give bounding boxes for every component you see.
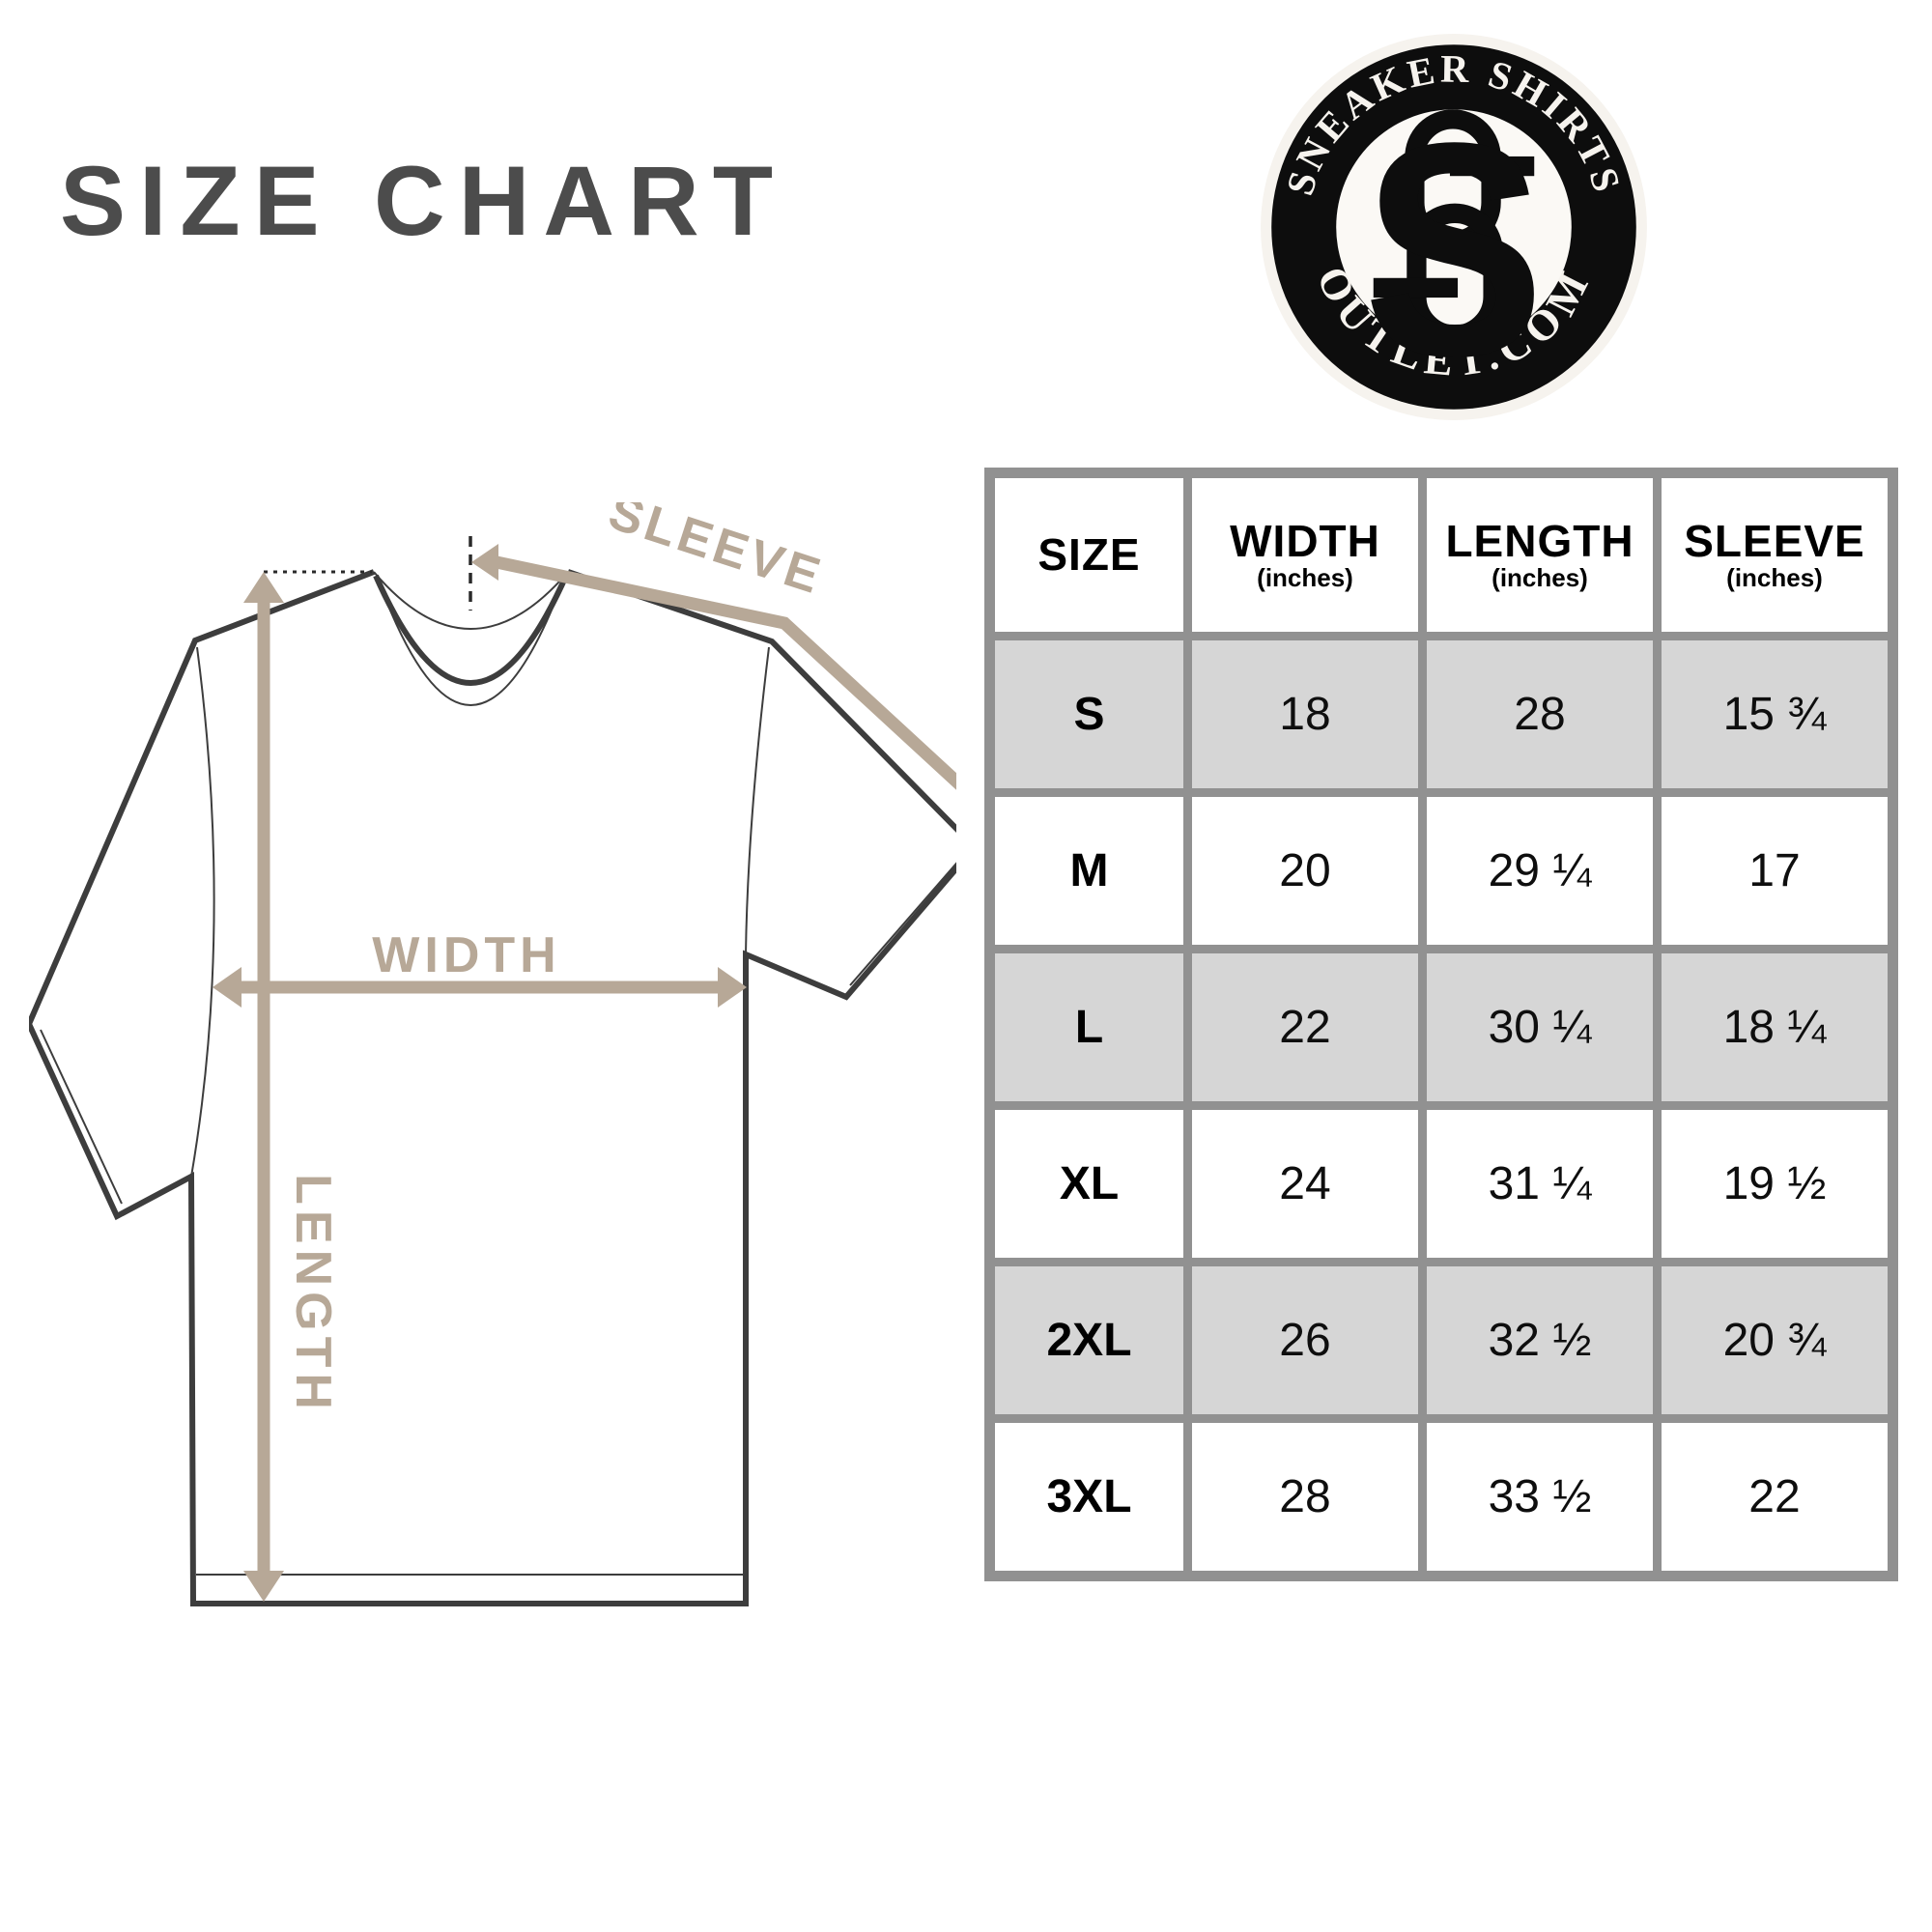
tshirt-measure-diagram: WIDTH LENGTH SLEEVE [25, 484, 999, 1623]
header-label: SIZE [1037, 529, 1141, 581]
tshirt-body-fill [29, 572, 975, 1604]
sleeve-arrow-shaft [495, 555, 985, 809]
logo-monogram-s: S [1363, 79, 1545, 419]
sleeve-cell: 18 ¼ [1662, 953, 1888, 1101]
size-cell: 3XL [995, 1423, 1183, 1571]
width-arrow-head-left [213, 967, 242, 1008]
length-arrow-head-top [243, 572, 284, 603]
length-label: LENGTH [285, 1174, 341, 1415]
length-arrow-shaft [257, 599, 270, 1575]
size-cell: S [995, 640, 1183, 788]
header-label: LENGTH [1445, 516, 1634, 567]
brand-logo-icon: SNEAKER SHIRTS OUTLET.COM S [1261, 34, 1647, 420]
size-cell: L [995, 953, 1183, 1101]
tshirt-diagram-icon: WIDTH LENGTH SLEEVE [25, 484, 999, 1606]
sleeve-cell: 15 ¾ [1662, 640, 1888, 788]
sleeve-cell: 17 [1662, 797, 1888, 945]
width-cell: 26 [1192, 1266, 1418, 1414]
width-label: WIDTH [372, 927, 560, 983]
width-cell: 24 [1192, 1110, 1418, 1258]
page-title: SIZE CHART [60, 146, 786, 256]
header-unit: (inches) [1726, 563, 1823, 593]
sleeve-cell: 20 ¾ [1662, 1266, 1888, 1414]
header-unit: (inches) [1257, 563, 1353, 593]
tshirt-outline [25, 569, 980, 1606]
width-cell: 18 [1192, 640, 1418, 788]
length-cell: 31 ¼ [1427, 1110, 1653, 1258]
measure-arrows [213, 544, 999, 1602]
width-arrow-head-right [718, 967, 747, 1008]
header-cell-size: SIZE [995, 478, 1183, 632]
header-cell-length: LENGTH (inches) [1427, 478, 1653, 632]
length-cell: 29 ¼ [1427, 797, 1653, 945]
header-cell-width: WIDTH (inches) [1192, 478, 1418, 632]
sleeve-cell: 19 ½ [1662, 1110, 1888, 1258]
length-arrow-head-bottom [243, 1571, 284, 1602]
brand-logo: SNEAKER SHIRTS OUTLET.COM S [1258, 31, 1650, 423]
sleeve-cell: 22 [1662, 1423, 1888, 1571]
header-label: WIDTH [1230, 516, 1380, 567]
header-unit: (inches) [1492, 563, 1588, 593]
length-cell: 30 ¼ [1427, 953, 1653, 1101]
size-cell: XL [995, 1110, 1183, 1258]
length-cell: 33 ½ [1427, 1423, 1653, 1571]
width-arrow-shaft [240, 980, 720, 994]
tshirt-collar-band [373, 574, 569, 686]
length-cell: 32 ½ [1427, 1266, 1653, 1414]
logo-monogram-icon: S [1363, 79, 1545, 419]
header-cell-sleeve: SLEEVE (inches) [1662, 478, 1888, 632]
width-cell: 28 [1192, 1423, 1418, 1571]
tshirt-seam-lines [40, 571, 962, 1576]
width-cell: 20 [1192, 797, 1418, 945]
width-cell: 22 [1192, 953, 1418, 1101]
sleeve-arrow-head-left [471, 544, 498, 581]
header-label: SLEEVE [1684, 516, 1865, 567]
length-cell: 28 [1427, 640, 1653, 788]
size-cell: M [995, 797, 1183, 945]
size-table: SIZE WIDTH (inches) LENGTH (inches) SLEE… [984, 468, 1898, 1581]
size-cell: 2XL [995, 1266, 1183, 1414]
